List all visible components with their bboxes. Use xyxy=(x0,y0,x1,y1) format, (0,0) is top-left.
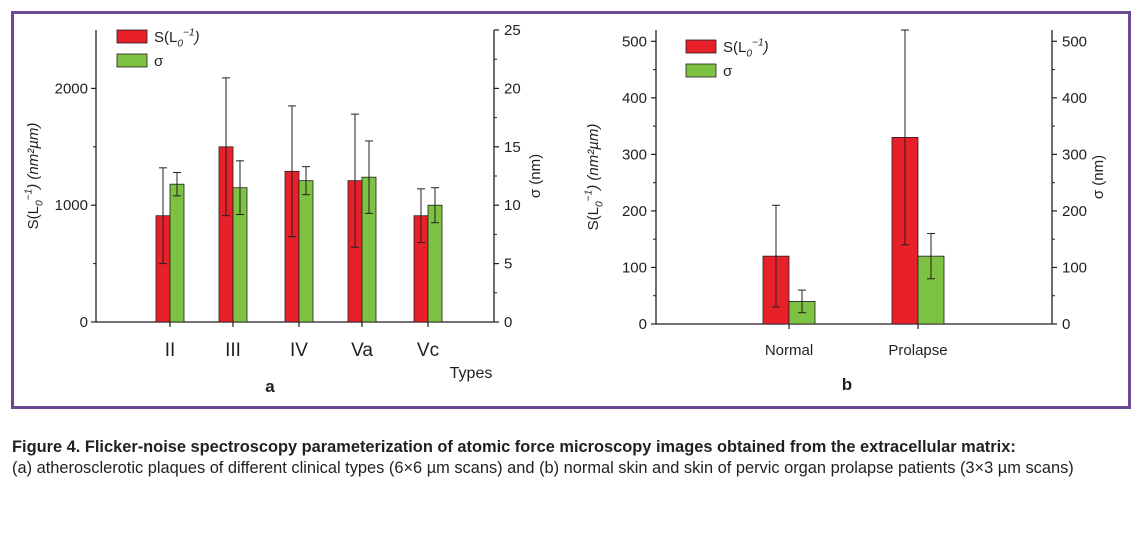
legend-swatch-sigma xyxy=(685,63,717,78)
label-part-base: S(L xyxy=(154,29,177,46)
label-part-sub: 0 xyxy=(177,39,183,50)
label-part-base: σ xyxy=(723,63,733,80)
y-tick-label-right: 400 xyxy=(1062,90,1087,107)
y-tick-label-left: 500 xyxy=(622,33,647,50)
legend: S(L0−1) σ xyxy=(116,27,200,70)
x-tick-label: III xyxy=(225,340,241,361)
y-tick-label-left: 400 xyxy=(622,90,647,107)
label-part-sup: −1 xyxy=(583,190,594,202)
x-tick-label: Normal xyxy=(765,342,813,359)
x-tick-label: II xyxy=(165,340,176,361)
label-part-tail: ) (nm²µm) xyxy=(585,124,602,192)
sigma-bar-ii xyxy=(169,183,185,323)
legend-swatch-sigma xyxy=(116,53,148,68)
y-tick-label-right: 0 xyxy=(504,314,512,331)
label-part-base: S(L xyxy=(585,207,602,230)
y-tick-label-right: 20 xyxy=(504,80,521,97)
x-axis-title: Types xyxy=(450,365,493,382)
legend-label-sigma: σ xyxy=(154,53,164,70)
y-tick-label-right: 10 xyxy=(504,197,521,214)
x-tick-label: Va xyxy=(351,340,373,361)
label-part-sub: 0 xyxy=(595,201,606,207)
y-tick-label-left: 100 xyxy=(622,259,647,276)
label-part-sub: 0 xyxy=(35,200,46,206)
y-tick-label-left: 2000 xyxy=(55,80,88,97)
y-tick-label-right: 500 xyxy=(1062,33,1087,50)
legend-swatch-s xyxy=(685,39,717,54)
legend-label-s: S(L0−1) xyxy=(154,27,200,49)
y-tick-label-left: 0 xyxy=(639,316,647,333)
y-tick-label-left: 200 xyxy=(622,203,647,220)
y-tick-label-left: 300 xyxy=(622,146,647,163)
y-tick-label-right: 200 xyxy=(1062,203,1087,220)
label-part-sub: 0 xyxy=(746,49,752,60)
y-tick-label-right: 5 xyxy=(504,256,512,273)
figure-frame xyxy=(11,11,1131,409)
label-part-sup: −1 xyxy=(183,27,195,38)
label-part-sup: −1 xyxy=(23,189,34,201)
chart-panel-b: 0 100 200 300 400 500 0 100 200 300 400 500 Normal Pr… xyxy=(583,29,1107,394)
y-axis-title-right: σ (nm) xyxy=(1090,155,1107,199)
y-tick-label-right: 0 xyxy=(1062,316,1070,333)
label-part-base: S(L xyxy=(723,39,746,56)
panel-label: b xyxy=(842,375,852,394)
label-part-tail: ) (nm²µm) xyxy=(25,123,42,191)
y-tick-label-left: 0 xyxy=(80,314,88,331)
y-tick-label-right: 300 xyxy=(1062,146,1087,163)
x-tick-label: Vc xyxy=(417,340,439,361)
y-tick-label-left: 1000 xyxy=(55,197,88,214)
sigma-bar-iv xyxy=(298,180,314,323)
label-part-tail: ) xyxy=(193,29,200,46)
label-part-sup: −1 xyxy=(752,37,764,48)
caption-body: (a) atherosclerotic plaques of different… xyxy=(12,459,1074,477)
y-axis-title-left: S(L0−1) (nm²µm) xyxy=(23,123,45,230)
figure-caption: Figure 4. Flicker-noise spectroscopy par… xyxy=(12,437,1140,479)
y-tick-label-right: 15 xyxy=(504,139,521,156)
x-tick-label: Prolapse xyxy=(888,342,947,359)
label-part-base: S(L xyxy=(25,206,42,229)
legend: S(L0−1) σ xyxy=(685,37,769,80)
y-tick-label-right: 25 xyxy=(504,22,521,39)
panel-label: a xyxy=(265,377,275,396)
y-axis-title-right: σ (nm) xyxy=(527,154,544,198)
legend-label-s: S(L0−1) xyxy=(723,37,769,59)
label-part-tail: ) xyxy=(762,39,769,56)
legend-label-sigma: σ xyxy=(723,63,733,80)
caption-title: Figure 4. Flicker-noise spectroscopy par… xyxy=(12,438,1016,456)
x-tick-label: IV xyxy=(290,340,308,361)
y-axis-title-left: S(L0−1) (nm²µm) xyxy=(583,124,605,231)
y-tick-label-right: 100 xyxy=(1062,259,1087,276)
label-part-base: σ xyxy=(154,53,164,70)
legend-swatch-s xyxy=(116,29,148,44)
